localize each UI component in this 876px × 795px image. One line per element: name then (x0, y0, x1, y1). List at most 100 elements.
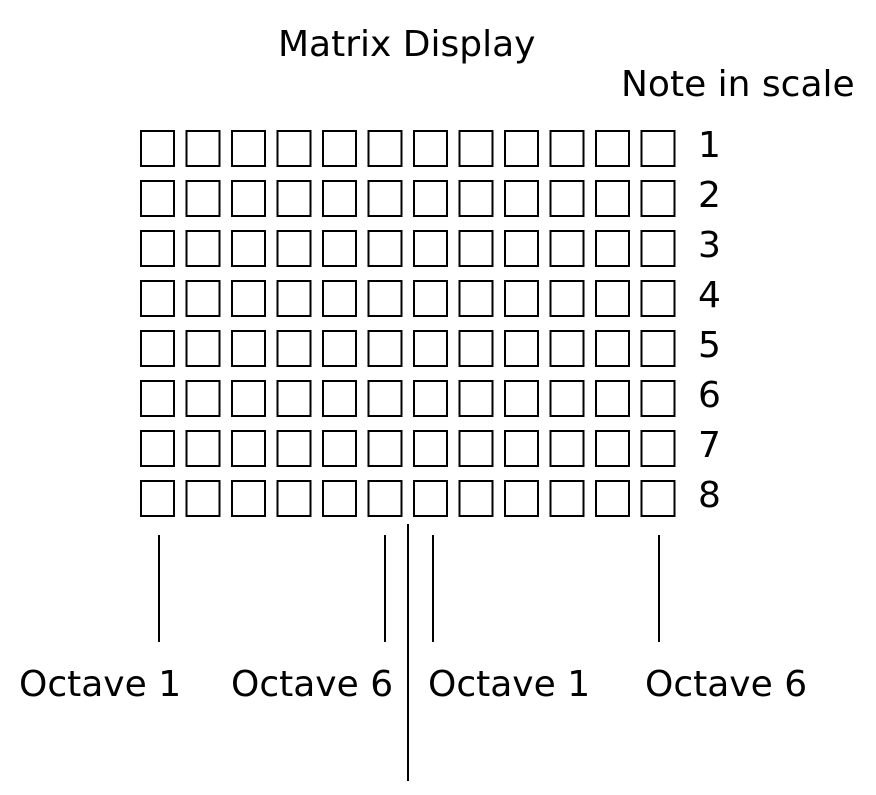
matrix-cell (458, 180, 494, 217)
octave-label-left-end: Octave 6 (231, 664, 394, 705)
matrix-cell (549, 230, 585, 267)
matrix-cell (595, 130, 630, 167)
octave-label-right-start: Octave 1 (428, 664, 591, 705)
matrix-cell (504, 130, 539, 167)
half-divider-line (407, 524, 409, 781)
matrix-cell (595, 380, 630, 417)
matrix-cell (185, 330, 221, 367)
octave-label-right-end: Octave 6 (645, 664, 808, 705)
matrix-cell (595, 330, 630, 367)
matrix-cell (185, 130, 221, 167)
matrix-cell (231, 430, 266, 467)
matrix-cell (322, 280, 357, 317)
matrix-cell (413, 280, 448, 317)
matrix-cell (595, 430, 630, 467)
matrix-cell (367, 380, 403, 417)
matrix-cell (595, 480, 630, 517)
row-label-2: 2 (698, 175, 721, 216)
matrix-cell (367, 330, 403, 367)
octave-marker-line (432, 535, 434, 642)
matrix-cell (185, 280, 221, 317)
matrix-cell (458, 380, 494, 417)
row-label-3: 3 (698, 225, 721, 266)
matrix-cell (276, 180, 312, 217)
matrix-cell (458, 230, 494, 267)
matrix-cell (231, 330, 266, 367)
matrix-cell (640, 180, 676, 217)
matrix-cell (367, 180, 403, 217)
matrix-cell (231, 480, 266, 517)
matrix-cell (549, 130, 585, 167)
matrix-cell (276, 380, 312, 417)
matrix-cell (185, 180, 221, 217)
matrix-cell (140, 430, 175, 467)
matrix-cell (413, 480, 448, 517)
octave-label-left-start: Octave 1 (19, 664, 182, 705)
matrix-cell (458, 280, 494, 317)
row-label-5: 5 (698, 325, 721, 366)
octave-marker-line (384, 535, 386, 642)
matrix-cell (185, 480, 221, 517)
matrix-cell (595, 280, 630, 317)
matrix-cell (504, 380, 539, 417)
matrix-cell (140, 180, 175, 217)
octave-marker-line (658, 535, 660, 642)
matrix-cell (640, 230, 676, 267)
matrix-cell (549, 380, 585, 417)
matrix-cell (231, 380, 266, 417)
matrix-cell (231, 230, 266, 267)
matrix-cell (549, 280, 585, 317)
matrix-cell (276, 130, 312, 167)
matrix-cell (595, 180, 630, 217)
matrix-cell (140, 230, 175, 267)
matrix-cell (140, 330, 175, 367)
matrix-cell (367, 430, 403, 467)
octave-marker-line (158, 535, 160, 642)
matrix-cell (458, 330, 494, 367)
row-label-4: 4 (698, 275, 721, 316)
matrix-cell (458, 430, 494, 467)
matrix-cell (458, 130, 494, 167)
matrix-cell (549, 480, 585, 517)
matrix-cell (140, 380, 175, 417)
matrix-cell (231, 130, 266, 167)
matrix-cell (140, 480, 175, 517)
matrix-cell (640, 280, 676, 317)
matrix-cell (413, 130, 448, 167)
matrix-cell (322, 330, 357, 367)
diagram-title: Matrix Display (278, 24, 536, 65)
matrix-cell (140, 130, 175, 167)
matrix-cell (458, 480, 494, 517)
matrix-cell (595, 230, 630, 267)
matrix-cell (640, 380, 676, 417)
matrix-cell (549, 330, 585, 367)
matrix-cell (504, 280, 539, 317)
matrix-cell (504, 180, 539, 217)
matrix-cell (322, 180, 357, 217)
matrix-cell (504, 480, 539, 517)
row-label-7: 7 (698, 425, 721, 466)
matrix-cell (640, 430, 676, 467)
matrix-cell (231, 280, 266, 317)
matrix-cell (367, 480, 403, 517)
row-label-1: 1 (698, 125, 721, 166)
matrix-cell (367, 280, 403, 317)
matrix-cell (413, 180, 448, 217)
matrix-cell (504, 330, 539, 367)
matrix-cell (413, 230, 448, 267)
matrix-cell (231, 180, 266, 217)
row-label-6: 6 (698, 375, 721, 416)
matrix-cell (549, 430, 585, 467)
matrix-cell (276, 230, 312, 267)
matrix-cell (322, 430, 357, 467)
matrix-cell (640, 330, 676, 367)
matrix-cell (367, 230, 403, 267)
matrix-cell (322, 130, 357, 167)
matrix-cell (276, 480, 312, 517)
matrix-cell (140, 280, 175, 317)
matrix-cell (322, 230, 357, 267)
matrix-cell (322, 480, 357, 517)
matrix-cell (276, 280, 312, 317)
matrix-cell (640, 480, 676, 517)
